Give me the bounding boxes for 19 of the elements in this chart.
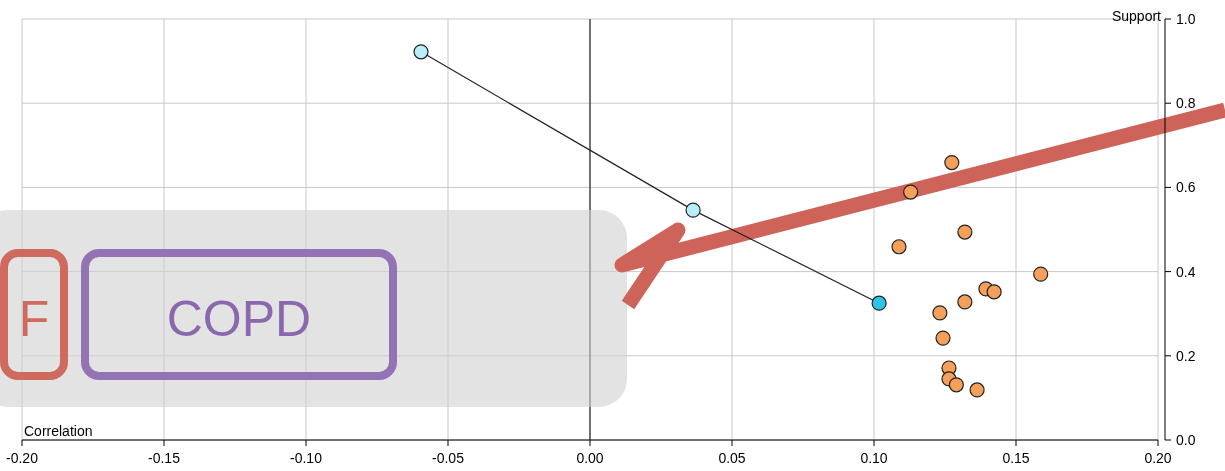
y-tick-label: 1.0 [1176, 11, 1196, 27]
y-tick-label: 0.8 [1176, 95, 1196, 112]
x-axis-title: Correlation [24, 423, 93, 439]
y-tick-label: 0.4 [1176, 263, 1196, 280]
x-tick-label: 0.00 [576, 450, 604, 466]
y-tick-label: 0.2 [1176, 347, 1196, 364]
y-axis-title: Support [1111, 8, 1162, 24]
annotation: COPD [166, 291, 312, 347]
annotation: F [18, 291, 50, 347]
x-tick-label: -0.15 [148, 450, 181, 466]
x-tick-label: -0.10 [290, 450, 323, 466]
x-tick-label: 0.10 [860, 450, 888, 466]
x-tick-label: -0.05 [432, 450, 465, 466]
y-tick-label: 0.0 [1176, 432, 1196, 448]
x-tick-label: 0.20 [1144, 450, 1172, 466]
y-tick-label: 0.6 [1176, 179, 1196, 196]
x-tick-label: 0.15 [1002, 450, 1030, 466]
x-tick-label: 0.05 [718, 450, 746, 466]
x-tick-label: -0.20 [6, 450, 39, 466]
